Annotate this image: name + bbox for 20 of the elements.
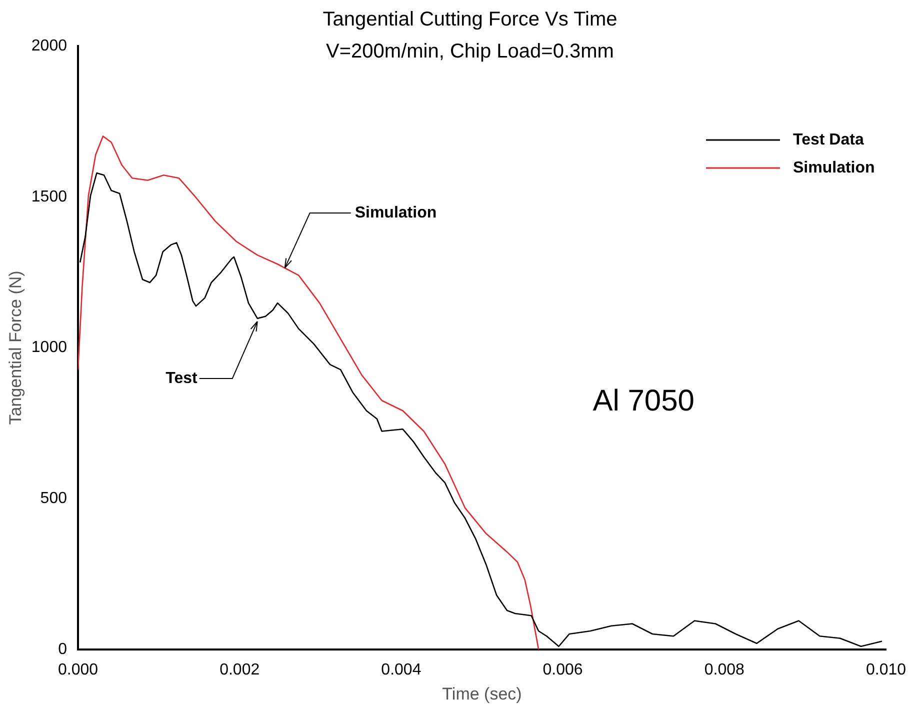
legend-label: Simulation	[793, 159, 875, 176]
x-tick-label: 0.002	[220, 661, 260, 678]
annotation: Test	[166, 370, 198, 387]
x-tick-label: 0.008	[704, 661, 745, 678]
x-tick-label: 0.006	[542, 661, 583, 678]
x-tick-label: 0.000	[58, 661, 98, 678]
y-tick-label: 0	[58, 640, 68, 658]
y-tick-label: 1000	[31, 339, 68, 356]
x-tick-label: 0.004	[381, 661, 422, 678]
chart-subtitle: V=200m/min, Chip Load=0.3mm	[326, 40, 614, 63]
chart-title: Tangential Cutting Force Vs Time	[322, 8, 618, 31]
y-axis-title: Tangential Force (N)	[6, 270, 25, 425]
annotation: Al 7050	[592, 384, 694, 418]
y-tick-label: 500	[40, 490, 68, 507]
y-tick-label: 1500	[31, 188, 68, 206]
annotation: Simulation	[354, 204, 437, 222]
legend-label: Test Data	[793, 131, 864, 148]
x-axis-title: Time (sec)	[442, 684, 522, 704]
y-tick-label: 2000	[31, 37, 68, 54]
x-tick-label: 0.010	[866, 661, 906, 678]
